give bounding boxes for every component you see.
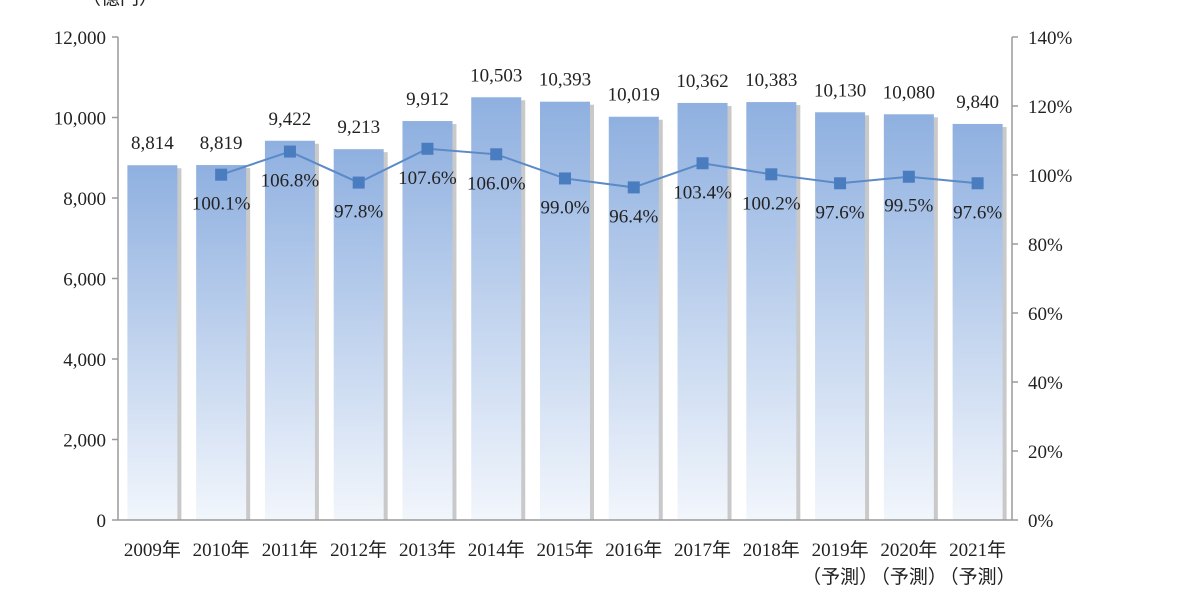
line-value-label: 96.4% xyxy=(609,206,658,227)
line-marker xyxy=(696,157,709,170)
bar xyxy=(402,121,453,521)
line-value-label: 100.1% xyxy=(192,194,251,215)
line-marker xyxy=(352,176,365,189)
bar-value-label: 10,019 xyxy=(608,85,660,106)
y-tick-label: 8,000 xyxy=(63,189,106,210)
x-tick-label: 2020年 xyxy=(880,539,937,561)
bar-value-label: 10,393 xyxy=(539,70,591,91)
y-tick-label: 12,000 xyxy=(54,28,106,49)
y-tick-label: 6,000 xyxy=(63,270,106,291)
bar-value-label: 9,912 xyxy=(406,89,449,110)
line-marker xyxy=(215,168,228,181)
bar xyxy=(952,123,1003,520)
line-value-label: 97.6% xyxy=(816,202,865,223)
x-tick-label: 2013年 xyxy=(399,539,456,561)
bar-value-label: 10,383 xyxy=(745,70,797,91)
line-marker xyxy=(283,145,296,158)
bar-value-label: 8,819 xyxy=(200,133,243,154)
line-value-label: 103.4% xyxy=(673,182,732,203)
y2-tick-label: 100% xyxy=(1028,166,1073,187)
x-tick-sublabel: （予測） xyxy=(940,566,1016,588)
bar xyxy=(127,165,178,520)
line-marker xyxy=(490,148,503,161)
y2-tick-label: 40% xyxy=(1028,373,1063,394)
bar xyxy=(471,97,522,521)
line-value-label: 106.0% xyxy=(467,173,526,194)
y-axis-label: （億円） xyxy=(82,0,158,9)
bar-value-label: 10,503 xyxy=(470,65,522,86)
line-marker xyxy=(559,172,571,185)
line-marker xyxy=(834,177,847,190)
y-tick-label: 2,000 xyxy=(63,431,106,452)
line-marker xyxy=(902,170,915,183)
y-tick-label: 10,000 xyxy=(54,109,106,130)
bar xyxy=(196,165,247,520)
bar-value-label: 10,362 xyxy=(676,71,728,92)
line-value-label: 107.6% xyxy=(398,168,457,189)
y2-tick-label: 120% xyxy=(1028,97,1073,118)
bar xyxy=(677,102,728,520)
x-tick-sublabel: （予測） xyxy=(802,566,878,588)
x-tick-label: 2016年 xyxy=(605,539,662,561)
line-value-label: 99.0% xyxy=(540,197,589,218)
bar-value-label: 8,814 xyxy=(131,133,174,154)
x-tick-label: 2021年 xyxy=(949,539,1006,561)
bar-value-label: 10,130 xyxy=(814,80,866,101)
y-tick-label: 0 xyxy=(97,511,107,532)
y2-tick-label: 0% xyxy=(1028,511,1054,532)
bar-value-label: 9,840 xyxy=(956,92,999,113)
x-tick-label: 2014年 xyxy=(468,539,525,561)
line-value-label: 99.5% xyxy=(884,196,933,217)
x-tick-label: 2019年 xyxy=(812,539,869,561)
bar xyxy=(264,140,315,520)
bar-value-label: 9,213 xyxy=(337,117,380,138)
y-tick-label: 4,000 xyxy=(63,350,106,371)
line-series xyxy=(220,147,978,189)
line-marker xyxy=(421,142,434,155)
x-tick-label: 2017年 xyxy=(674,539,731,561)
x-tick-label: 2009年 xyxy=(124,539,181,561)
x-tick-sublabel: （予測） xyxy=(871,566,947,588)
line-value-label: 97.8% xyxy=(334,202,383,223)
line-value-label: 100.2% xyxy=(742,193,801,214)
bar xyxy=(540,101,590,520)
y2-tick-label: 60% xyxy=(1028,304,1063,325)
line-value-label: 106.8% xyxy=(261,171,320,192)
bar xyxy=(333,149,384,520)
line-marker xyxy=(627,181,640,194)
y2-tick-label: 80% xyxy=(1028,235,1063,256)
x-tick-label: 2011年 xyxy=(262,539,318,561)
x-tick-label: 2010年 xyxy=(193,539,250,561)
line-marker xyxy=(971,177,984,190)
bar xyxy=(815,112,866,520)
bar xyxy=(746,102,797,520)
bar-value-label: 10,080 xyxy=(883,82,935,103)
line-value-label: 97.6% xyxy=(953,202,1002,223)
y2-tick-label: 20% xyxy=(1028,442,1063,463)
x-tick-label: 2012年 xyxy=(330,539,387,561)
bar xyxy=(608,116,659,520)
x-tick-label: 2018年 xyxy=(743,539,800,561)
line-marker xyxy=(765,168,778,181)
x-tick-label: 2015年 xyxy=(536,539,593,561)
bar-value-label: 9,422 xyxy=(269,109,312,130)
y2-tick-label: 140% xyxy=(1028,28,1073,49)
